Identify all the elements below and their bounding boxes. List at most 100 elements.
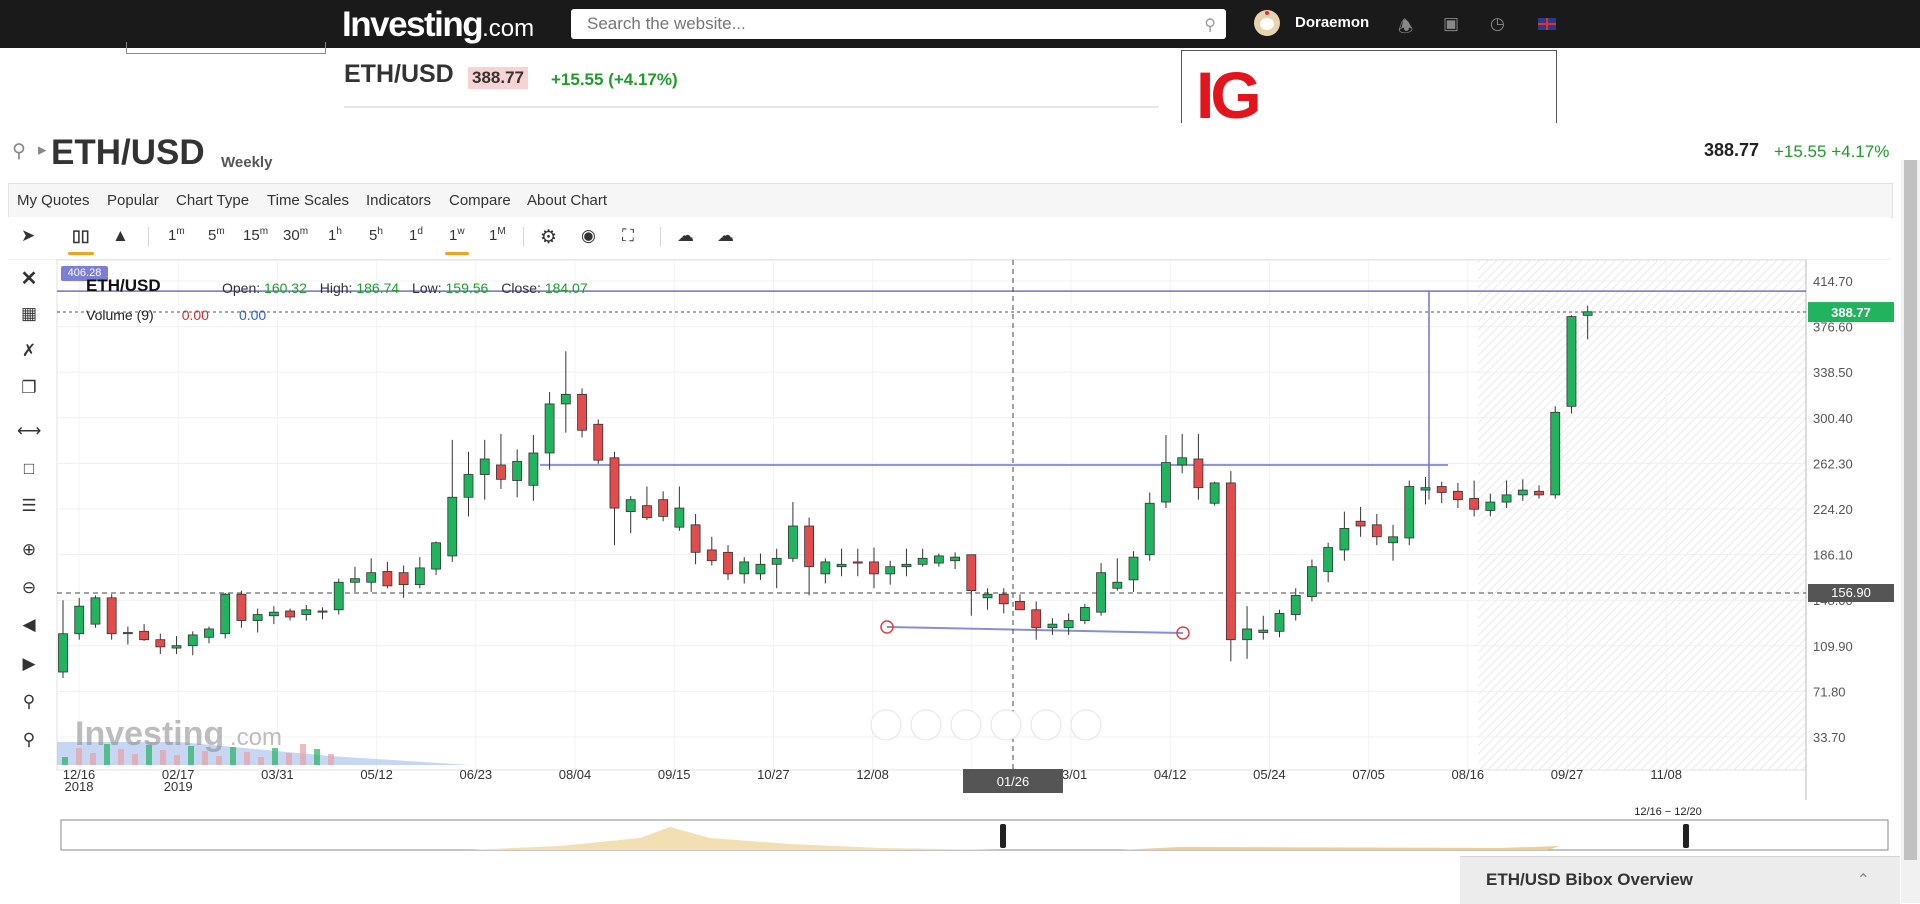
- settings-gear-icon[interactable]: ⚙: [540, 227, 558, 248]
- candle-up: [1290, 595, 1301, 615]
- candle-down: [285, 610, 295, 618]
- interval-30m[interactable]: 30m: [283, 226, 309, 244]
- overview-panel[interactable]: ETH/USD Bibox Overview ⌃: [1460, 856, 1900, 904]
- menu-indicators[interactable]: Indicators: [366, 192, 432, 209]
- interval-5m[interactable]: 5m: [208, 226, 225, 244]
- clock-icon[interactable]: ◷: [1490, 14, 1505, 33]
- menu-compare[interactable]: Compare: [449, 192, 511, 209]
- trend-line: [886, 626, 1184, 634]
- username[interactable]: Doraemon: [1295, 14, 1370, 31]
- fibonacci-lines-icon[interactable]: ☰: [21, 496, 37, 515]
- fullscreen-icon[interactable]: ⛶: [622, 226, 634, 245]
- user-avatar[interactable]: [1254, 10, 1280, 36]
- interval-1m[interactable]: 1m: [168, 226, 185, 244]
- interval-1d[interactable]: 1d: [409, 226, 423, 244]
- candle-down: [1469, 498, 1480, 510]
- scroll-left-icon[interactable]: ◀: [22, 615, 36, 634]
- cloud-download-icon[interactable]: ☁: [677, 226, 694, 245]
- candle-up: [1274, 612, 1285, 632]
- rectangle-tool-icon[interactable]: □: [23, 459, 35, 478]
- delete-drawings-icon[interactable]: ✗: [21, 341, 37, 360]
- current-price-tag-label: 388.77: [1831, 305, 1871, 320]
- caret-right-icon: ▸: [38, 140, 47, 159]
- y-tick-label: 33.70: [1813, 730, 1846, 745]
- menu-popular[interactable]: Popular: [107, 192, 159, 209]
- clone-icon[interactable]: ❐: [21, 378, 37, 397]
- y-tick-label: 71.80: [1813, 684, 1846, 699]
- volume-bar: [76, 748, 82, 765]
- search-icon[interactable]: ⚲: [1204, 17, 1216, 34]
- candle-down: [1534, 490, 1544, 496]
- menu-time-scales[interactable]: Time Scales: [267, 192, 349, 209]
- interval-5h[interactable]: 5h: [369, 226, 383, 244]
- interval-1M[interactable]: 1M: [489, 226, 506, 244]
- reset-zoom-icon[interactable]: ⚲: [22, 730, 36, 749]
- scrollbar-thumb[interactable]: [1904, 160, 1917, 860]
- chart-change: +15.55 +4.17%: [1774, 142, 1890, 161]
- magnet-icon[interactable]: ⚲: [22, 692, 36, 711]
- menu-about-chart[interactable]: About Chart: [527, 192, 608, 209]
- candle-up: [771, 557, 782, 565]
- bell-icon[interactable]: 🕭: [1398, 17, 1414, 36]
- candle-down: [1193, 458, 1204, 489]
- candle-down: [577, 393, 587, 431]
- candle-up: [674, 507, 685, 528]
- quote-pair[interactable]: ETH/USD: [344, 60, 454, 88]
- camera-icon[interactable]: ◉: [581, 226, 596, 245]
- site-search-box[interactable]: ⚲: [571, 9, 1226, 39]
- candle-up: [171, 645, 182, 649]
- chevron-up-icon[interactable]: ⌃: [1856, 872, 1870, 889]
- candle-up: [1323, 547, 1334, 572]
- interval-1w[interactable]: 1w: [445, 226, 469, 255]
- volume-bar: [314, 749, 320, 765]
- candle-up: [479, 458, 490, 475]
- menu-chart-type[interactable]: Chart Type: [176, 192, 250, 209]
- overview-panel-title: ETH/USD Bibox Overview: [1486, 870, 1693, 889]
- candlestick-icon[interactable]: ▯▯: [68, 228, 94, 255]
- candle-up: [220, 593, 231, 635]
- interval-15m[interactable]: 15m: [243, 226, 269, 244]
- page-scrollbar[interactable]: [1901, 160, 1920, 903]
- zoom-in-icon[interactable]: ⊕: [21, 540, 37, 559]
- briefcase-icon[interactable]: ▣: [1443, 14, 1460, 33]
- zoom-out-icon[interactable]: ⊖: [21, 578, 37, 597]
- legend-pair: ETH/USD: [86, 276, 161, 295]
- crosshair-price-tag: [1808, 584, 1894, 602]
- uk-flag-icon[interactable]: [1538, 18, 1556, 30]
- candle-up: [917, 557, 928, 565]
- chart-menu-bar: My Quotes Popular Chart Type Time Scales…: [8, 183, 1893, 218]
- interval-1h[interactable]: 1h: [328, 226, 342, 244]
- candle-up: [1550, 411, 1561, 496]
- candle-up: [1420, 487, 1431, 491]
- candle-down: [690, 524, 701, 553]
- navigator-area: [470, 827, 1000, 850]
- trend-line-icon[interactable]: ⟷: [17, 421, 42, 440]
- trend-line-handle: [1176, 626, 1190, 640]
- plot-area: [56, 259, 1807, 771]
- select-drawing-icon[interactable]: ▦: [20, 304, 38, 323]
- candle-down: [398, 572, 409, 586]
- search-input[interactable]: [585, 9, 1169, 39]
- investing-logo[interactable]: Investing.com: [342, 5, 535, 44]
- volume-bar: [188, 746, 194, 765]
- candle-up: [1047, 623, 1058, 629]
- upper-level-price-tag: 406.28: [61, 266, 108, 281]
- volume-bar: [244, 752, 250, 765]
- candle-up: [301, 609, 312, 615]
- candle-up: [204, 628, 214, 638]
- candle-up: [625, 499, 636, 513]
- ig-logo: IG: [1196, 58, 1262, 123]
- close-drawings-icon[interactable]: ✕: [20, 268, 38, 290]
- pointer-icon[interactable]: ➤: [21, 226, 36, 245]
- y-tick-label: 148.00: [1813, 593, 1853, 608]
- menu-my-quotes[interactable]: My Quotes: [17, 192, 90, 209]
- cloud-upload-icon[interactable]: ☁: [717, 226, 734, 245]
- volume-legend: Volume (9) 0.00 0.00: [86, 307, 267, 323]
- area-chart-icon[interactable]: ▲: [112, 226, 129, 245]
- ig-advertisement[interactable]: IG: [1181, 50, 1557, 123]
- symbol-search-icon[interactable]: ⚲: [12, 141, 26, 162]
- scroll-right-icon[interactable]: ▶: [22, 654, 36, 673]
- y-tick-label: 109.90: [1813, 639, 1853, 654]
- quote-change: +15.55 (+4.17%): [551, 70, 678, 89]
